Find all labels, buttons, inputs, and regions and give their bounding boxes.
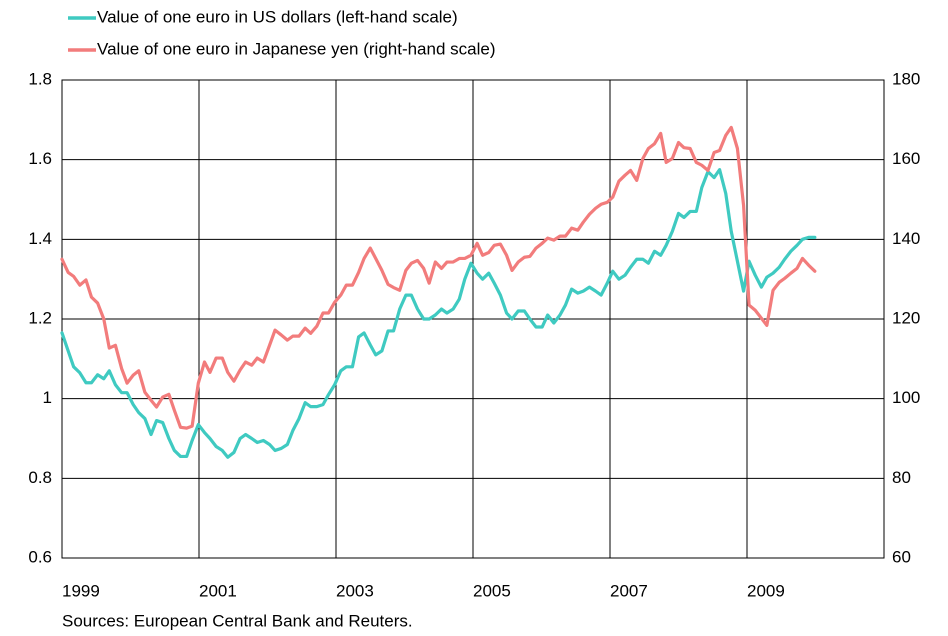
y2-tick-label: 60	[892, 547, 911, 566]
y-tick-label: 1.8	[28, 69, 52, 88]
legend-label: Value of one euro in US dollars (left-ha…	[97, 7, 458, 26]
x-tick-label: 2007	[610, 581, 648, 600]
y2-tick-label: 80	[892, 468, 911, 487]
y2-tick-label: 160	[892, 149, 920, 168]
y2-tick-label: 100	[892, 388, 920, 407]
y-tick-label: 0.8	[28, 468, 52, 487]
data-line	[60, 168, 817, 459]
plot-frame	[61, 79, 885, 559]
y2-tick-label: 140	[892, 229, 920, 248]
y2-tick-label: 120	[892, 308, 920, 327]
y-tick-label: 1.2	[28, 308, 52, 327]
x-tick-label: 2009	[747, 581, 785, 600]
y2-tick-label: 180	[892, 69, 920, 88]
x-tick-label: 2003	[336, 581, 374, 600]
x-tick-label: 1999	[62, 581, 100, 600]
y-tick-label: 0.6	[28, 547, 52, 566]
data-line	[60, 125, 817, 430]
x-tick-label: 2005	[473, 581, 511, 600]
y-tick-label: 1	[43, 388, 52, 407]
source-note: Sources: European Central Bank and Reute…	[62, 611, 413, 630]
legend-label: Value of one euro in Japanese yen (right…	[97, 39, 496, 58]
y-tick-label: 1.6	[28, 149, 52, 168]
x-tick-label: 2001	[199, 581, 237, 600]
y-tick-label: 1.4	[28, 229, 52, 248]
